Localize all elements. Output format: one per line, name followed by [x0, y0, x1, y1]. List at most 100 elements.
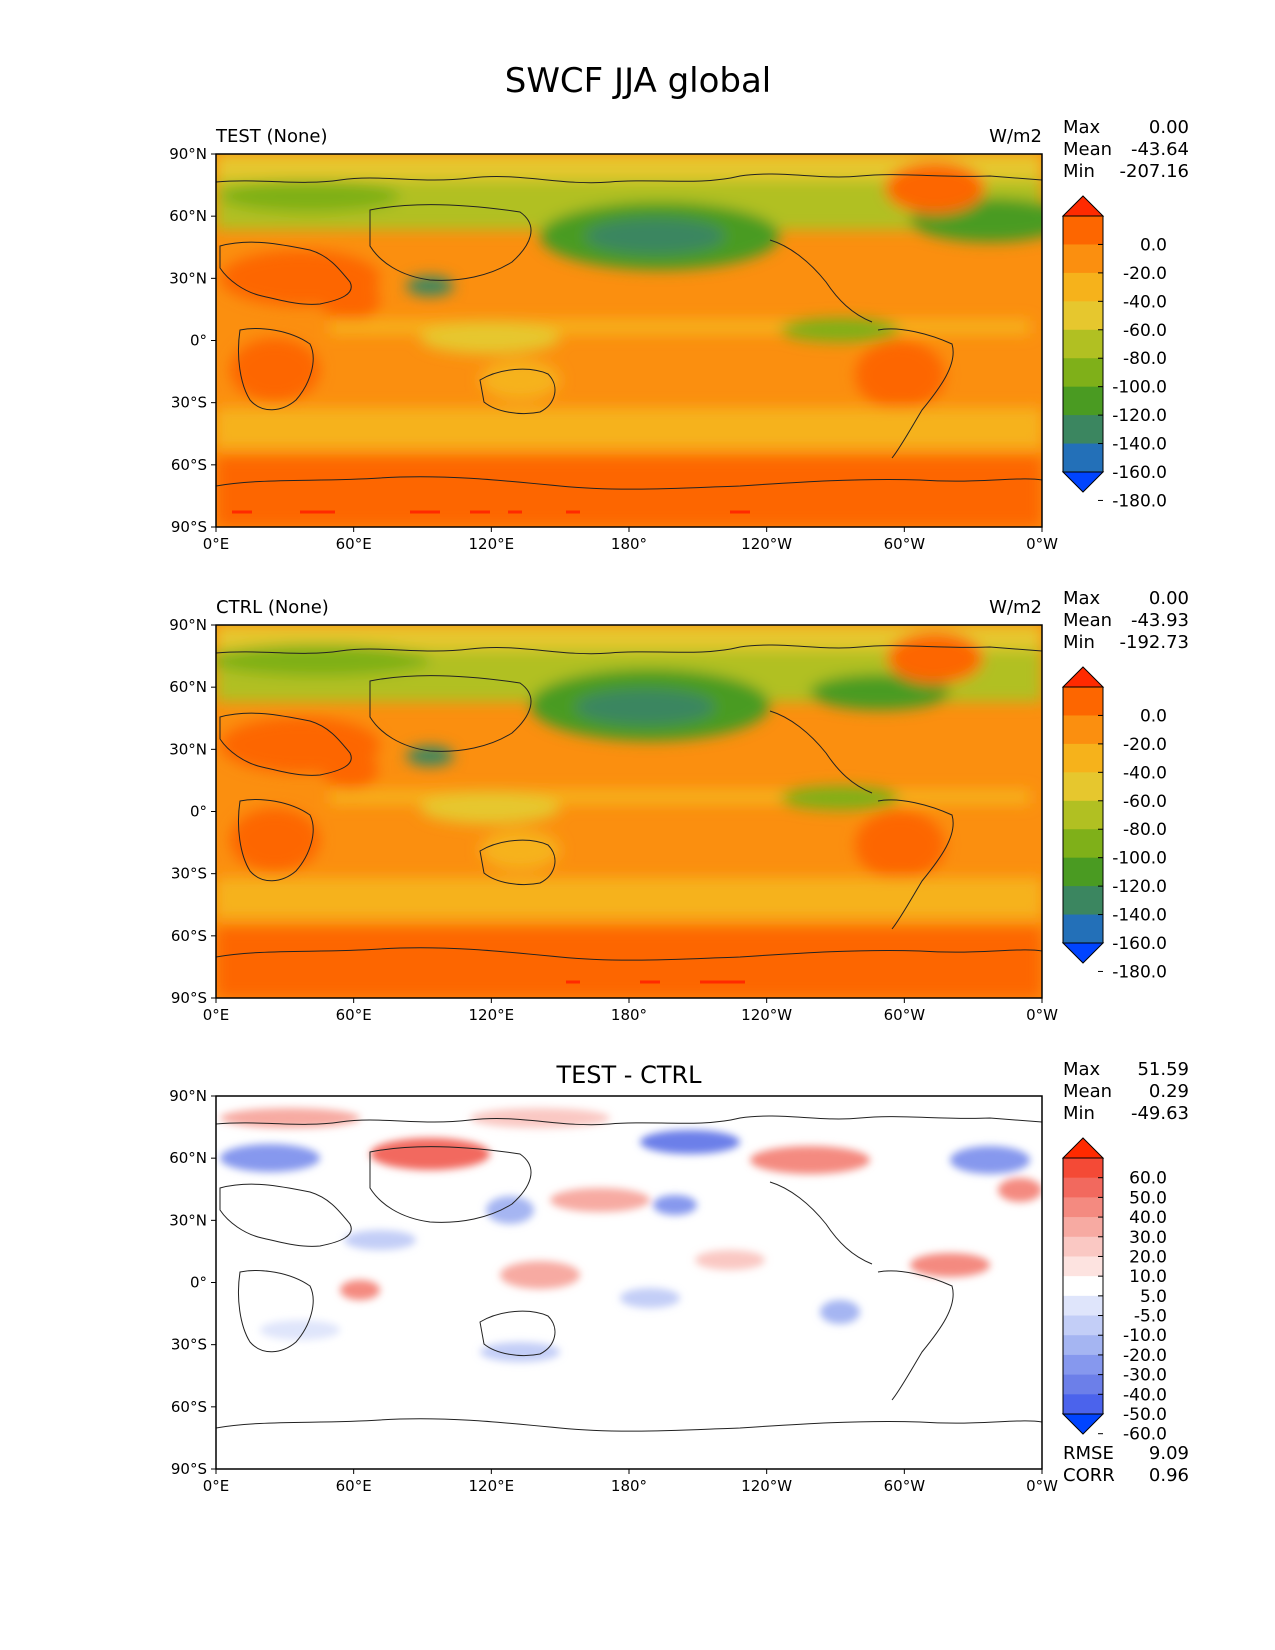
coastlines — [216, 644, 1042, 961]
anomaly — [653, 1195, 697, 1215]
colorbar-label: -40.0 — [1123, 292, 1167, 312]
panel-title: CTRL (None) — [216, 597, 329, 618]
y-tick-label: 60°N — [169, 207, 207, 225]
colorbar-label: -180.0 — [1112, 491, 1167, 511]
y-tick-label: 90°N — [169, 616, 207, 634]
colorbar-swatch — [1063, 857, 1103, 887]
stat-value: 0.29 — [1148, 1081, 1189, 1102]
colorbar-label: -180.0 — [1112, 962, 1167, 982]
x-tick-label: 120°E — [469, 1006, 515, 1024]
y-tick-label: 60°S — [171, 1398, 207, 1416]
x-tick-label: 0°W — [1026, 1006, 1058, 1024]
colorbar-swatch — [1063, 1394, 1103, 1415]
colorbar-label: -10.0 — [1123, 1326, 1167, 1346]
x-tick-label: 120°W — [741, 1477, 792, 1495]
stats-diff: Max 51.59 Mean 0.29 Min -49.63 — [1063, 1059, 1189, 1125]
colorbar-label: -140.0 — [1112, 906, 1167, 926]
colorbar-label: 60.0 — [1129, 1169, 1167, 1189]
anomaly — [486, 1196, 534, 1224]
stat-value: 0.00 — [1148, 588, 1189, 609]
y-tick-label: 30°S — [171, 394, 207, 412]
tibet-cloud — [406, 746, 454, 766]
x-tick-label: 60°W — [884, 1006, 926, 1024]
colorbar-label: -60.0 — [1123, 321, 1167, 341]
colorbar-label: 40.0 — [1129, 1208, 1167, 1228]
colorbar-frame — [1062, 1157, 1104, 1415]
colorbar-label: -120.0 — [1112, 406, 1167, 426]
colorbar-swatch — [1063, 1236, 1103, 1257]
antarctic-band — [216, 927, 1042, 998]
x-tick-label: 0°E — [203, 535, 230, 553]
stat-label: Max — [1063, 1059, 1101, 1080]
stat-label: Min — [1063, 1103, 1095, 1124]
y-tick-label: 90°S — [171, 518, 207, 536]
colorbar-swatch — [1063, 829, 1103, 859]
x-tick-label: 120°W — [741, 535, 792, 553]
antarctic-band — [216, 456, 1042, 527]
colorbar-swatch — [1063, 1354, 1103, 1376]
anomaly — [910, 1253, 990, 1277]
africa-south — [230, 808, 320, 872]
anomaly — [470, 1108, 610, 1128]
colorbar-label: -160.0 — [1112, 934, 1167, 954]
panel-diff: TEST - CTRL — [169, 1061, 1167, 1495]
anomaly — [500, 1261, 580, 1289]
epac-cloud — [780, 318, 900, 342]
colorbar-label: 10.0 — [1129, 1267, 1167, 1287]
anomaly — [950, 1146, 1030, 1174]
colorbar-frame — [1062, 215, 1104, 473]
units-label: W/m2 — [989, 126, 1042, 147]
colorbar-swatch — [1063, 1276, 1103, 1297]
colorbar-extend-max — [1061, 195, 1105, 217]
southern-band — [216, 878, 1042, 918]
pacific-cloud-inner — [575, 689, 715, 725]
colorbar-label: -140.0 — [1112, 435, 1167, 455]
y-tick-label: 30°N — [169, 1211, 207, 1229]
colorbar-label: -120.0 — [1112, 877, 1167, 897]
colorbar-extend-min — [1061, 1413, 1105, 1435]
colorbar-label: 50.0 — [1129, 1188, 1167, 1208]
y-tick-label: 90°N — [169, 145, 207, 163]
stat-label: Min — [1063, 161, 1095, 182]
anomaly — [344, 1230, 416, 1250]
colorbar-label: -100.0 — [1112, 849, 1167, 869]
south-america — [855, 340, 945, 410]
stat-value: -49.63 — [1130, 1103, 1189, 1124]
colorbar-swatch — [1063, 914, 1103, 944]
colorbar-label: -20.0 — [1123, 264, 1167, 284]
anomaly — [220, 1108, 360, 1128]
x-tick-label: 0°W — [1026, 1477, 1058, 1495]
anomaly — [550, 1188, 650, 1212]
arabia — [322, 750, 378, 790]
colorbar-extend-min — [1061, 942, 1105, 964]
colorbar-label: 0.0 — [1140, 235, 1167, 255]
stat-label: Min — [1063, 632, 1095, 653]
colorbar-swatch — [1063, 1295, 1103, 1317]
x-tick-label: 0°E — [203, 1006, 230, 1024]
stat-value: 0.96 — [1148, 1465, 1189, 1486]
colorbar-label: -20.0 — [1123, 1346, 1167, 1366]
y-tick-label: 60°N — [169, 678, 207, 696]
epac-cloud — [780, 786, 900, 810]
australia — [480, 360, 560, 400]
anomaly — [220, 1144, 320, 1172]
pacific-cloud-inner — [585, 218, 725, 254]
stat-value: -207.16 — [1119, 161, 1189, 182]
greenland — [885, 162, 985, 214]
colorbar-label: 20.0 — [1129, 1247, 1167, 1267]
colorbar-swatch — [1063, 715, 1103, 745]
colorbar-swatch — [1063, 1315, 1103, 1336]
anomaly — [820, 1300, 860, 1324]
colorbar-swatch — [1063, 358, 1103, 388]
anomaly — [480, 1342, 560, 1362]
greenland — [887, 632, 983, 684]
coastlines — [216, 1115, 1042, 1432]
stat-value: 51.59 — [1137, 1059, 1189, 1080]
x-tick-label: 60°W — [884, 535, 926, 553]
colorbar-swatch — [1063, 1177, 1103, 1198]
stat-label: RMSE — [1063, 1443, 1114, 1464]
panel-title: TEST - CTRL — [555, 1061, 702, 1089]
map-field — [216, 625, 1042, 998]
colorbar-swatch — [1063, 1335, 1103, 1356]
